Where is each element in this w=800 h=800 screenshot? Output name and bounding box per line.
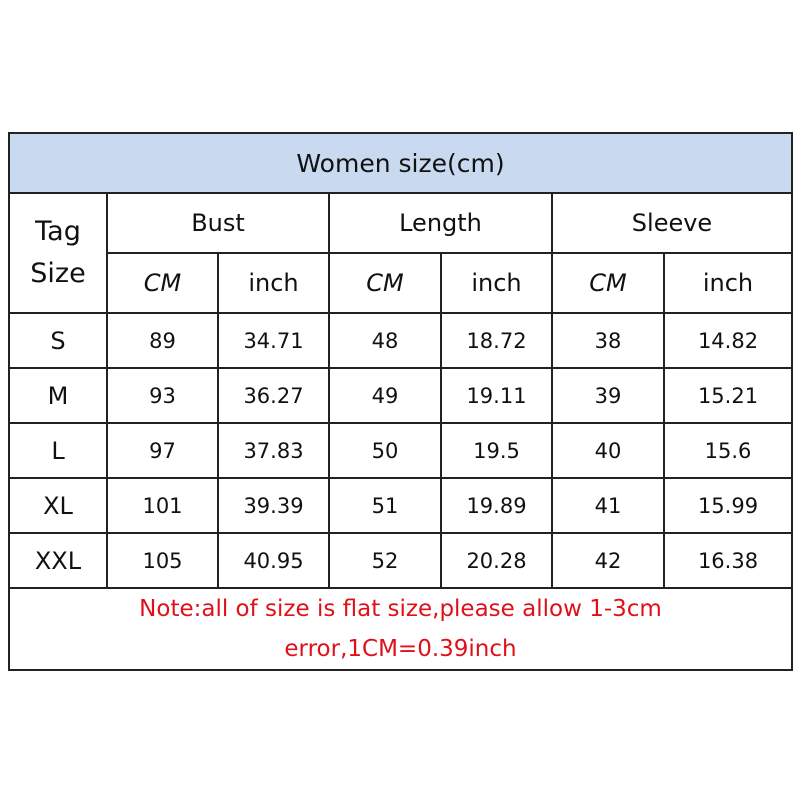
value-cell: 19.5 [440,422,553,479]
value-cell: 18.72 [440,312,553,369]
size-cell: XXL [8,532,108,589]
value-cell: 93 [106,367,219,424]
value-cell: 15.99 [663,477,793,534]
value-cell: 39.39 [217,477,330,534]
table-row: S 89 34.71 48 18.72 38 14.82 [8,312,793,369]
value-cell: 36.27 [217,367,330,424]
size-table: Women size(cm) Tag Size Bust Length Slee… [8,132,793,671]
note-text: Note:all of size is flat size,please all… [8,587,793,671]
size-label: Size [30,258,86,289]
value-cell: 101 [106,477,219,534]
value-cell: 38 [551,312,665,369]
size-cell: XL [8,477,108,534]
tag-size-header: Tag Size [8,192,108,314]
note-line-1: Note:all of size is flat size,please all… [139,596,662,622]
value-cell: 48 [328,312,442,369]
size-cell: L [8,422,108,479]
value-cell: 42 [551,532,665,589]
table-row: L 97 37.83 50 19.5 40 15.6 [8,422,793,479]
table-row: M 93 36.27 49 19.11 39 15.21 [8,367,793,424]
value-cell: 15.6 [663,422,793,479]
value-cell: 50 [328,422,442,479]
note-line-2: error,1CM=0.39inch [284,636,517,662]
group-header-length: Length [328,192,553,254]
value-cell: 14.82 [663,312,793,369]
value-cell: 51 [328,477,442,534]
value-cell: 97 [106,422,219,479]
unit-header: inch [663,252,793,314]
size-chart: Women size(cm) Tag Size Bust Length Slee… [8,132,793,671]
unit-header: CM [551,252,665,314]
value-cell: 39 [551,367,665,424]
table-title: Women size(cm) [8,132,793,194]
value-cell: 16.38 [663,532,793,589]
size-cell: S [8,312,108,369]
value-cell: 19.11 [440,367,553,424]
size-cell: M [8,367,108,424]
value-cell: 89 [106,312,219,369]
group-header-bust: Bust [106,192,330,254]
value-cell: 40 [551,422,665,479]
value-cell: 52 [328,532,442,589]
value-cell: 49 [328,367,442,424]
unit-header: inch [440,252,553,314]
value-cell: 105 [106,532,219,589]
tag-label: Tag [35,216,81,247]
table-row: XXL 105 40.95 52 20.28 42 16.38 [8,532,793,589]
value-cell: 41 [551,477,665,534]
value-cell: 40.95 [217,532,330,589]
value-cell: 37.83 [217,422,330,479]
value-cell: 34.71 [217,312,330,369]
value-cell: 15.21 [663,367,793,424]
group-header-sleeve: Sleeve [551,192,793,254]
unit-header: inch [217,252,330,314]
value-cell: 20.28 [440,532,553,589]
value-cell: 19.89 [440,477,553,534]
unit-header: CM [328,252,442,314]
table-row: XL 101 39.39 51 19.89 41 15.99 [8,477,793,534]
unit-header: CM [106,252,219,314]
